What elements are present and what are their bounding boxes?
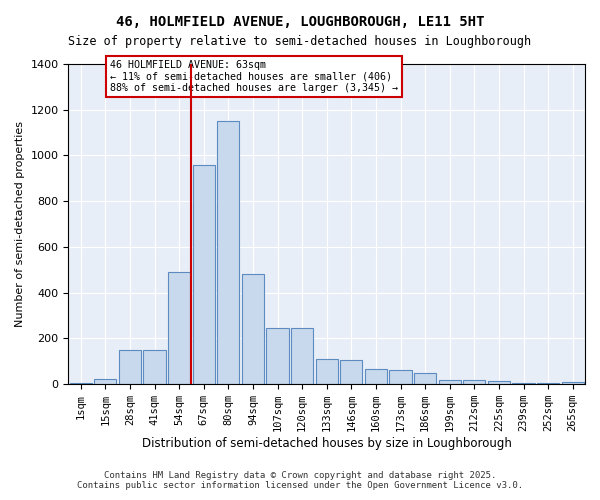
Bar: [389, 370, 412, 384]
Text: Contains HM Land Registry data © Crown copyright and database right 2025.
Contai: Contains HM Land Registry data © Crown c…: [77, 470, 523, 490]
Bar: [316, 359, 338, 384]
Text: 46 HOLMFIELD AVENUE: 63sqm
← 11% of semi-detached houses are smaller (406)
88% o: 46 HOLMFIELD AVENUE: 63sqm ← 11% of semi…: [110, 60, 398, 94]
Bar: [193, 164, 215, 384]
Bar: [119, 350, 141, 384]
Bar: [291, 328, 313, 384]
Text: 46, HOLMFIELD AVENUE, LOUGHBOROUGH, LE11 5HT: 46, HOLMFIELD AVENUE, LOUGHBOROUGH, LE11…: [116, 15, 484, 29]
Bar: [463, 380, 485, 384]
Text: Size of property relative to semi-detached houses in Loughborough: Size of property relative to semi-detach…: [68, 35, 532, 48]
Bar: [488, 381, 510, 384]
Bar: [340, 360, 362, 384]
Bar: [365, 370, 387, 384]
Bar: [242, 274, 264, 384]
Bar: [266, 328, 289, 384]
Bar: [168, 272, 190, 384]
Bar: [562, 382, 584, 384]
Y-axis label: Number of semi-detached properties: Number of semi-detached properties: [15, 121, 25, 327]
Bar: [70, 383, 92, 384]
Bar: [512, 383, 535, 384]
Bar: [143, 350, 166, 384]
Bar: [414, 373, 436, 384]
X-axis label: Distribution of semi-detached houses by size in Loughborough: Distribution of semi-detached houses by …: [142, 437, 512, 450]
Bar: [94, 378, 116, 384]
Bar: [537, 383, 559, 384]
Bar: [217, 121, 239, 384]
Bar: [439, 380, 461, 384]
